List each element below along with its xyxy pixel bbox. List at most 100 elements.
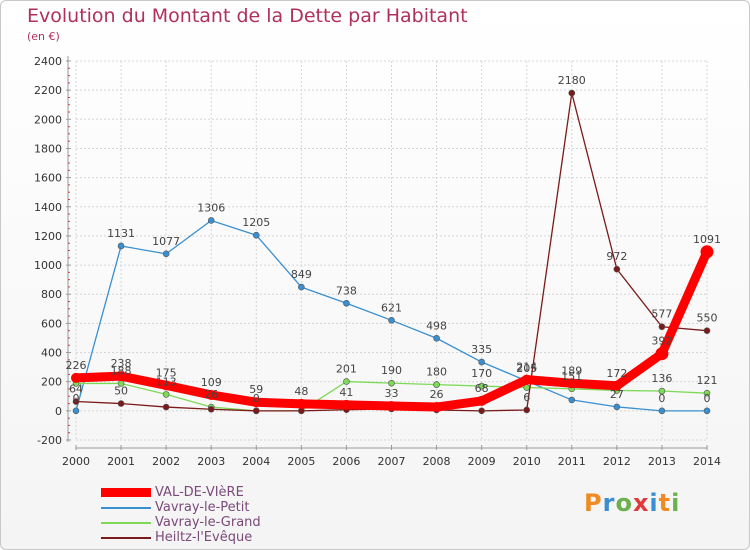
data-point-vavray-le-petit — [613, 403, 621, 411]
y-tick-label: -200 — [37, 434, 62, 447]
data-point-val-de-vi-re — [431, 402, 442, 413]
data-point-val-de-vi-re — [566, 378, 577, 389]
x-tick-label: 2001 — [107, 455, 135, 468]
data-point-heiltz-l-ev-que — [658, 323, 666, 331]
proxiti-logo: Proxiti — [584, 489, 680, 517]
data-point-vavray-le-petit — [162, 250, 170, 258]
x-tick-label: 2004 — [242, 455, 270, 468]
data-point-heiltz-l-ev-que — [703, 327, 711, 334]
logo-letter: t — [658, 489, 672, 517]
legend-item-vavray-le-grand: Vavray-le-Grand — [101, 515, 261, 530]
legend-item-val-de-vi-re: VAL-DE-VIèRE — [101, 485, 261, 500]
data-label-vavray-le-petit: 621 — [381, 301, 402, 314]
y-tick-label: 2000 — [34, 113, 62, 126]
data-point-vavray-le-petit — [388, 317, 395, 324]
logo-letter: r — [602, 489, 616, 517]
data-point-heiltz-l-ev-que — [568, 89, 576, 97]
data-label-vavray-le-grand: 113 — [156, 375, 177, 388]
logo-letter: i — [671, 489, 681, 517]
x-tick-label: 2014 — [693, 455, 721, 468]
data-label-vavray-le-grand: 136 — [651, 372, 672, 385]
y-tick-label: 0 — [55, 405, 62, 418]
logo-letter: P — [584, 489, 603, 517]
data-label-vavray-le-petit: 498 — [426, 319, 447, 332]
data-point-vavray-le-petit — [72, 407, 80, 415]
data-point-val-de-vi-re — [71, 372, 81, 383]
data-label-vavray-le-petit: 738 — [336, 284, 357, 297]
data-label-val-de-vi-re: 214 — [516, 361, 537, 374]
data-label-heiltz-l-ev-que: 50 — [114, 385, 128, 398]
data-label-heiltz-l-ev-que: 972 — [606, 250, 627, 263]
logo-letter: x — [632, 489, 650, 517]
data-point-vavray-le-petit — [252, 231, 260, 239]
data-label-vavray-le-petit: 0 — [73, 392, 80, 405]
data-label-vavray-le-grand: 170 — [471, 367, 492, 380]
data-label-vavray-le-grand: 26 — [204, 388, 218, 401]
data-label-vavray-le-grand: 188 — [111, 364, 132, 377]
legend-label: Vavray-le-Petit — [155, 500, 250, 515]
x-tick-label: 2000 — [62, 455, 90, 468]
data-point-vavray-le-petit — [703, 407, 711, 415]
data-label-vavray-le-grand: 121 — [697, 374, 718, 387]
data-point-heiltz-l-ev-que — [478, 407, 485, 415]
legend-item-vavray-le-petit: Vavray-le-Petit — [101, 500, 261, 515]
y-axis-ticks: -200 0 200 400 600 800 1000 1200 1400 1600 1800 200… — [34, 55, 71, 447]
legend-label: Vavray-le-Grand — [155, 515, 261, 530]
data-point-val-de-vi-re — [296, 398, 307, 409]
data-label-vavray-le-petit: 1077 — [152, 235, 180, 248]
y-tick-label: 200 — [41, 376, 62, 389]
legend-item-heiltz-l-ev-que: Heiltz-l'Evêque — [101, 530, 261, 545]
x-tick-label: 2011 — [558, 455, 586, 468]
x-tick-label: 2013 — [648, 455, 676, 468]
y-tick-label: 2400 — [34, 55, 62, 68]
y-tick-label: 2200 — [34, 84, 62, 97]
y-tick-label: 1800 — [34, 142, 62, 155]
data-point-vavray-le-petit — [117, 242, 125, 250]
chart-title: Evolution du Montant de la Dette par Hab… — [27, 5, 468, 27]
x-tick-label: 2005 — [287, 455, 315, 468]
data-label-heiltz-l-ev-que: 6 — [523, 391, 530, 404]
data-point-vavray-le-petit — [343, 299, 350, 307]
data-label-val-de-vi-re: 238 — [111, 357, 132, 370]
legend-swatch — [101, 488, 151, 497]
data-point-vavray-le-grand — [433, 381, 440, 388]
data-label-heiltz-l-ev-que: 550 — [697, 312, 718, 325]
data-label-val-de-vi-re: 26 — [430, 388, 444, 401]
chart-subtitle: (en €) — [27, 30, 60, 43]
data-point-heiltz-l-ev-que — [613, 265, 621, 273]
logo-letter: i — [649, 489, 659, 517]
data-point-val-de-vi-re — [386, 401, 397, 412]
y-tick-label: 1400 — [34, 201, 62, 214]
data-point-heiltz-l-ev-que — [252, 407, 260, 415]
x-tick-label: 2003 — [197, 455, 225, 468]
data-label-vavray-le-petit: 27 — [610, 388, 624, 401]
data-point-vavray-le-petit — [207, 217, 215, 224]
data-label-vavray-le-petit: 1306 — [197, 201, 225, 214]
data-point-heiltz-l-ev-que — [207, 405, 215, 413]
data-label-vavray-le-petit: 1131 — [107, 227, 135, 240]
data-point-vavray-le-grand — [388, 379, 395, 387]
data-point-val-de-vi-re — [341, 399, 352, 410]
data-point-vavray-le-grand — [658, 387, 666, 395]
x-tick-label: 2010 — [513, 455, 541, 468]
data-label-vavray-le-petit: 1205 — [242, 216, 270, 229]
x-tick-label: 2009 — [468, 455, 496, 468]
y-tick-label: 800 — [41, 288, 62, 301]
data-point-heiltz-l-ev-que — [117, 400, 125, 407]
data-point-val-de-vi-re — [611, 380, 622, 391]
data-point-val-de-vi-re — [206, 389, 217, 400]
y-tick-label: 1000 — [34, 259, 62, 272]
data-label-val-de-vi-re: 59 — [249, 383, 263, 396]
x-tick-label: 2007 — [378, 455, 406, 468]
data-label-heiltz-l-ev-que: 64 — [69, 383, 83, 396]
y-tick-label: 400 — [41, 347, 62, 360]
data-label-heiltz-l-ev-que: 577 — [651, 308, 672, 321]
data-label-vavray-le-grand: 180 — [426, 366, 447, 379]
data-point-val-de-vi-re — [655, 347, 669, 361]
data-point-vavray-le-grand — [478, 382, 485, 390]
data-label-vavray-le-petit: 335 — [471, 343, 492, 356]
x-tick-label: 2002 — [152, 455, 180, 468]
data-point-val-de-vi-re — [521, 374, 532, 385]
data-point-vavray-le-grand — [343, 378, 350, 385]
x-tick-label: 2006 — [332, 455, 360, 468]
